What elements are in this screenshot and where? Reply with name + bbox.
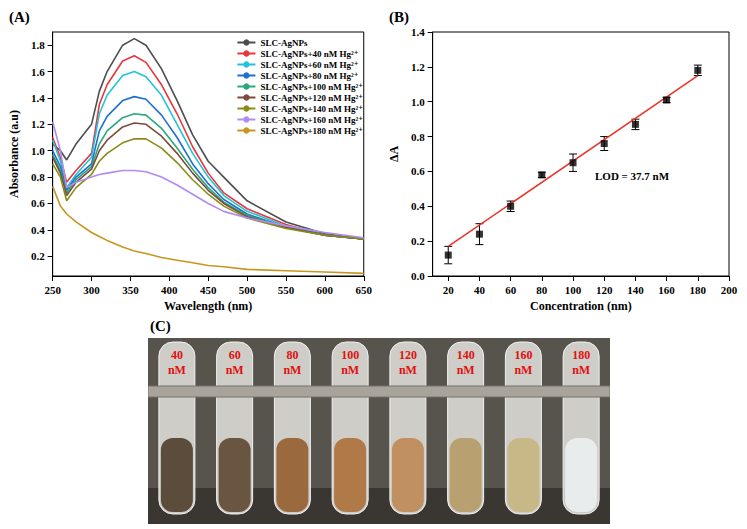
svg-text:120: 120 [596, 284, 613, 296]
svg-text:40: 40 [474, 284, 486, 296]
svg-text:(A): (A) [9, 9, 30, 26]
svg-text:nM: nM [457, 363, 475, 377]
svg-text:600: 600 [317, 284, 334, 296]
svg-text:140: 140 [457, 348, 475, 362]
svg-text:SLC-AgNPs+80 nM Hg²⁺: SLC-AgNPs+80 nM Hg²⁺ [260, 71, 358, 81]
svg-text:1.4: 1.4 [31, 92, 45, 104]
svg-text:60: 60 [505, 284, 517, 296]
svg-text:ΔA: ΔA [387, 146, 401, 163]
svg-text:nM: nM [341, 363, 359, 377]
svg-text:1.0: 1.0 [411, 96, 425, 108]
svg-text:160: 160 [514, 348, 532, 362]
svg-text:500: 500 [239, 284, 256, 296]
svg-text:(B): (B) [389, 9, 409, 26]
svg-text:100: 100 [565, 284, 582, 296]
svg-text:300: 300 [83, 284, 100, 296]
svg-text:650: 650 [356, 284, 373, 296]
svg-text:1.2: 1.2 [411, 61, 425, 73]
svg-text:450: 450 [200, 284, 217, 296]
svg-text:550: 550 [278, 284, 295, 296]
svg-text:SLC-AgNPs+140 nM Hg²⁺: SLC-AgNPs+140 nM Hg²⁺ [260, 104, 363, 114]
svg-text:SLC-AgNPs+160 nM Hg²⁺: SLC-AgNPs+160 nM Hg²⁺ [260, 115, 363, 125]
svg-text:SLC-AgNPs+120 nM Hg²⁺: SLC-AgNPs+120 nM Hg²⁺ [260, 93, 363, 103]
svg-text:60: 60 [229, 348, 241, 362]
svg-text:Absorbance (a.u): Absorbance (a.u) [7, 110, 21, 198]
svg-text:0.4: 0.4 [411, 200, 425, 212]
svg-text:nM: nM [399, 363, 417, 377]
svg-text:1.6: 1.6 [31, 66, 45, 78]
svg-text:120: 120 [399, 348, 417, 362]
svg-text:0.8: 0.8 [411, 131, 425, 143]
svg-text:1.0: 1.0 [31, 145, 45, 157]
svg-text:Wavelength (nm): Wavelength (nm) [164, 299, 252, 313]
svg-text:0.0: 0.0 [411, 270, 425, 282]
svg-text:0.2: 0.2 [31, 250, 45, 262]
svg-text:1.2: 1.2 [31, 118, 45, 130]
svg-text:1.4: 1.4 [411, 26, 425, 38]
svg-text:40: 40 [171, 348, 183, 362]
svg-text:80: 80 [536, 284, 548, 296]
svg-text:160: 160 [658, 284, 675, 296]
svg-text:LOD = 37.7 nM: LOD = 37.7 nM [595, 170, 670, 182]
svg-text:nM: nM [168, 363, 186, 377]
html-text:(C): (C) [150, 318, 171, 334]
svg-text:80: 80 [286, 348, 298, 362]
svg-text:140: 140 [627, 284, 644, 296]
svg-text:350: 350 [122, 284, 139, 296]
svg-text:100: 100 [341, 348, 359, 362]
svg-text:SLC-AgNPs+60 nM Hg²⁺: SLC-AgNPs+60 nM Hg²⁺ [260, 60, 358, 70]
svg-text:0.6: 0.6 [31, 197, 45, 209]
svg-text:nM: nM [514, 363, 532, 377]
svg-text:200: 200 [721, 284, 738, 296]
svg-text:20: 20 [443, 284, 455, 296]
svg-text:250: 250 [44, 284, 61, 296]
svg-text:nM: nM [283, 363, 301, 377]
svg-text:400: 400 [161, 284, 178, 296]
svg-text:nM: nM [572, 363, 590, 377]
svg-text:SLC-AgNPs+100 nM Hg²⁺: SLC-AgNPs+100 nM Hg²⁺ [260, 82, 363, 92]
svg-text:SLC-AgNPs+180 nM Hg²⁺: SLC-AgNPs+180 nM Hg²⁺ [260, 126, 363, 136]
svg-text:180: 180 [572, 348, 590, 362]
svg-text:1.8: 1.8 [31, 39, 45, 51]
svg-text:0.2: 0.2 [411, 235, 425, 247]
svg-text:nM: nM [226, 363, 244, 377]
svg-text:0.8: 0.8 [31, 171, 45, 183]
svg-text:SLC-AgNPs+40 nM Hg²⁺: SLC-AgNPs+40 nM Hg²⁺ [260, 49, 358, 59]
svg-text:SLC-AgNPs: SLC-AgNPs [260, 38, 308, 48]
svg-text:Concentration (nm): Concentration (nm) [530, 299, 632, 313]
svg-text:0.6: 0.6 [411, 165, 425, 177]
svg-text:0.4: 0.4 [31, 224, 45, 236]
svg-text:180: 180 [690, 284, 707, 296]
